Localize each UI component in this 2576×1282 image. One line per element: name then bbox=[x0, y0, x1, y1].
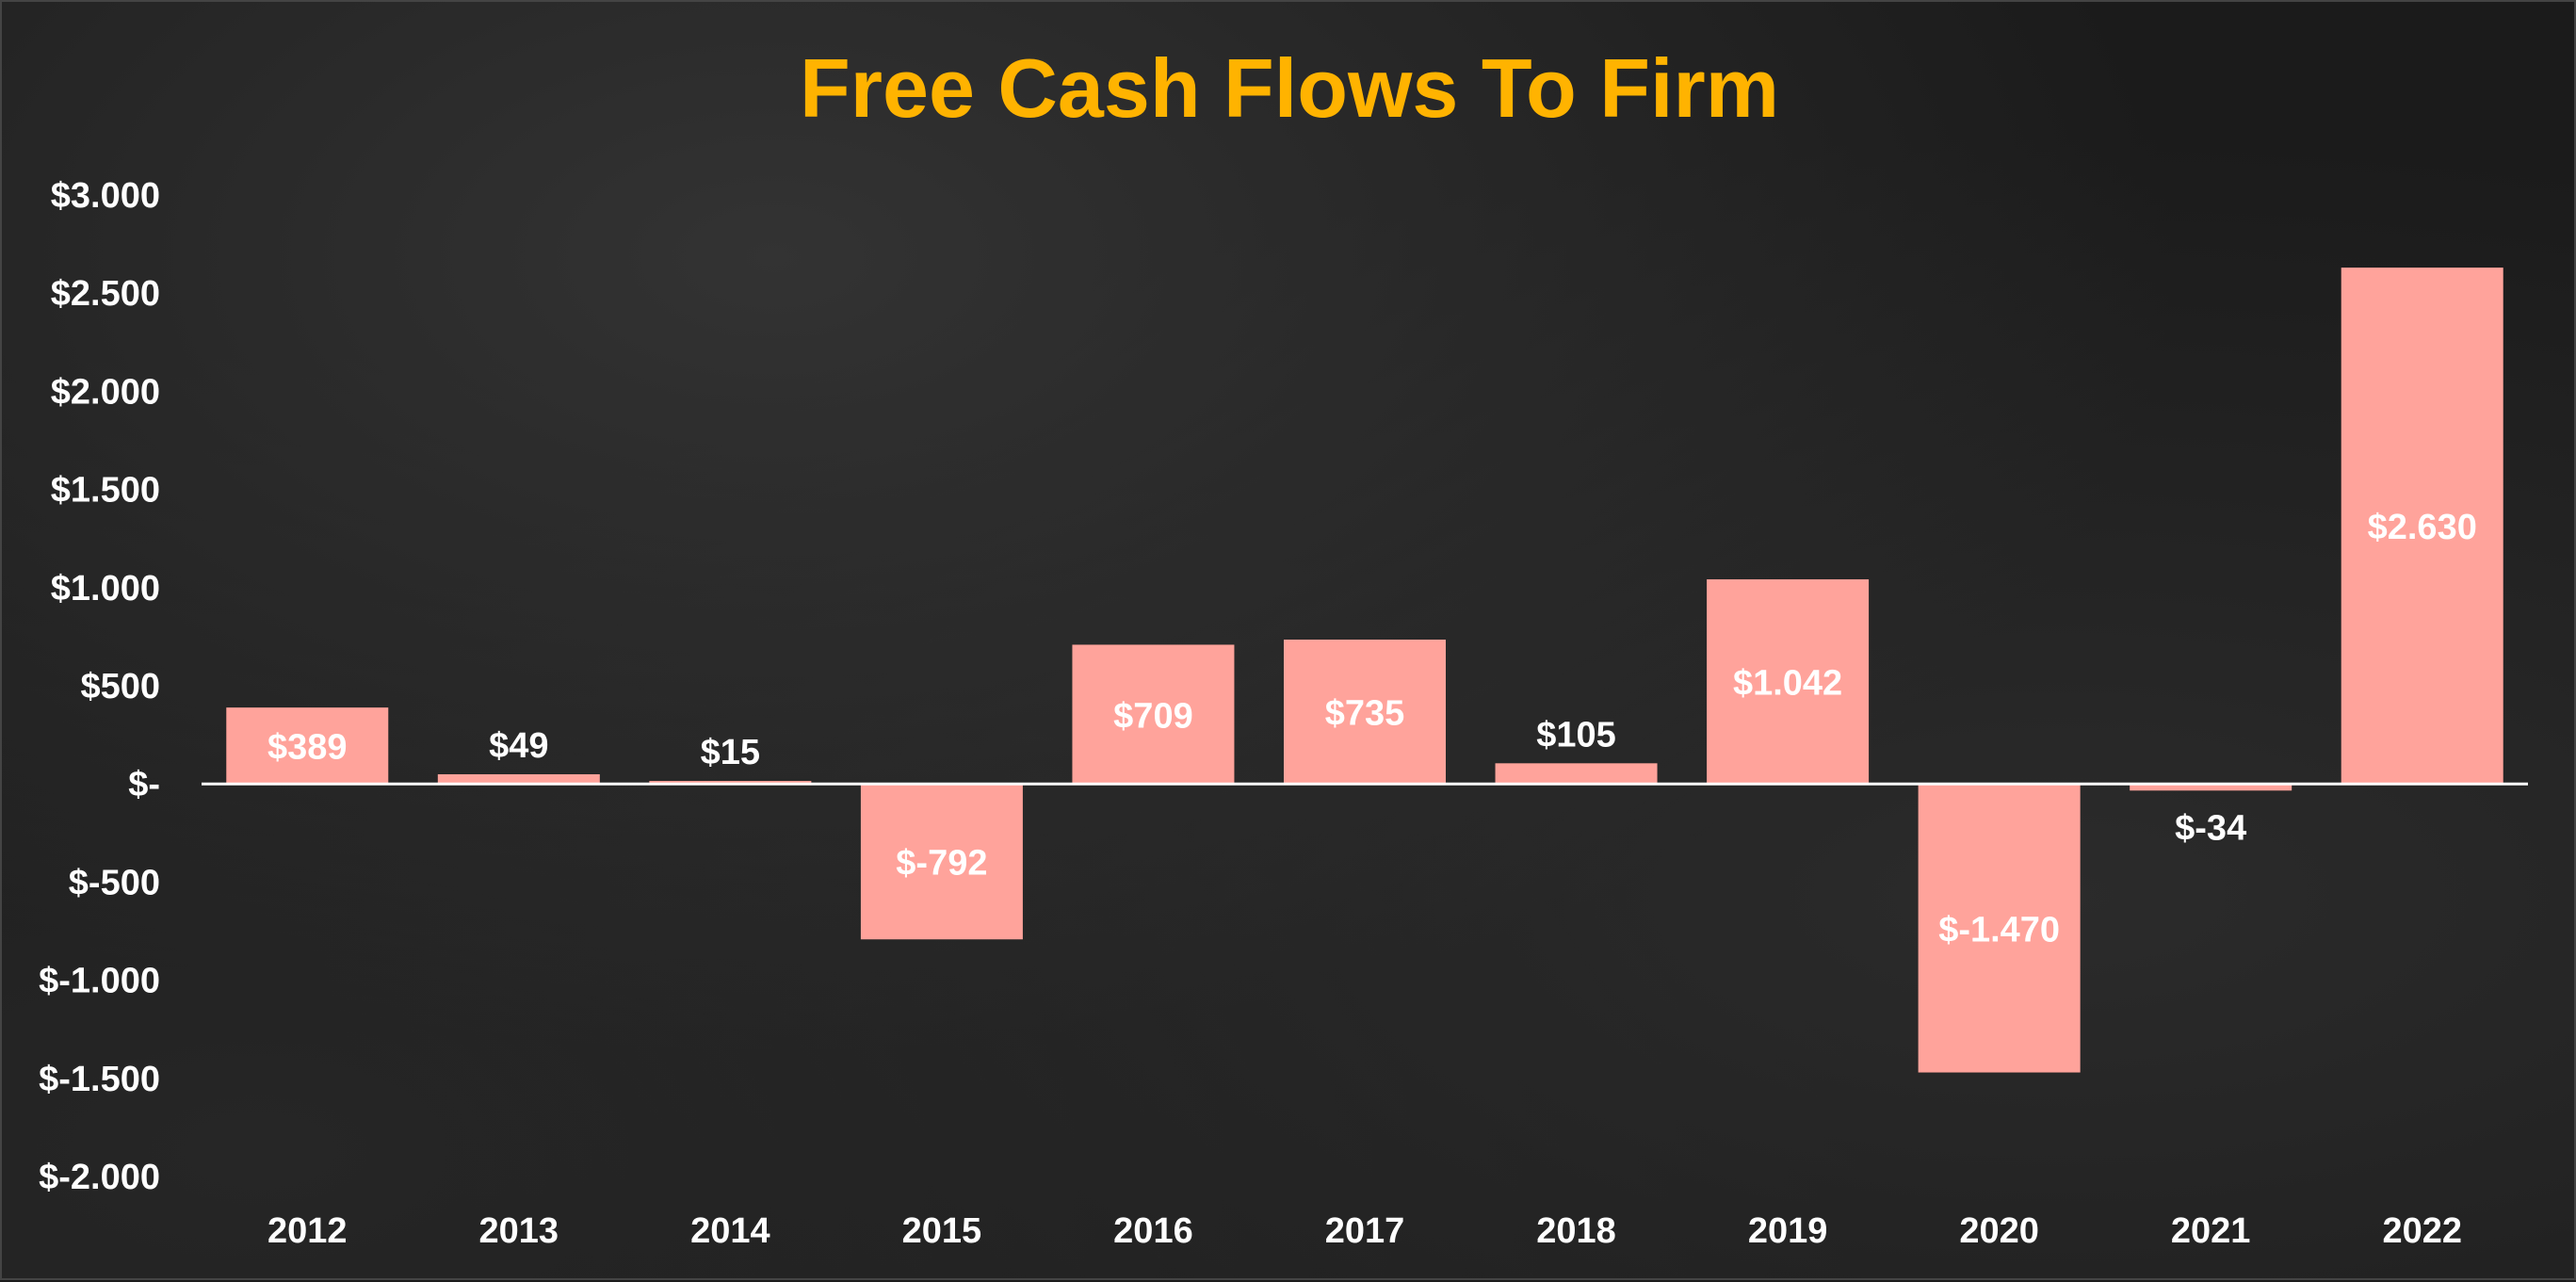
x-tick-label: 2012 bbox=[267, 1211, 348, 1251]
data-label: $735 bbox=[1325, 694, 1405, 734]
y-tick-label: $1.500 bbox=[51, 471, 160, 511]
data-label: $49 bbox=[489, 726, 548, 766]
x-tick-label: 2020 bbox=[1959, 1211, 2039, 1251]
y-tick-label: $2.000 bbox=[51, 372, 160, 412]
chart-title: Free Cash Flows To Firm bbox=[800, 41, 1779, 135]
y-tick-label: $-1.500 bbox=[39, 1060, 160, 1099]
x-tick-label: 2016 bbox=[1113, 1211, 1193, 1251]
x-tick-label: 2019 bbox=[1748, 1211, 1828, 1251]
bar-2018 bbox=[1495, 763, 1658, 785]
y-tick-label: $3.000 bbox=[51, 176, 160, 216]
x-tick-label: 2021 bbox=[2171, 1211, 2251, 1251]
data-label: $1.042 bbox=[1733, 664, 1842, 704]
y-tick-label: $1.000 bbox=[51, 569, 160, 609]
x-tick-label: 2014 bbox=[690, 1211, 770, 1251]
data-label: $15 bbox=[701, 733, 760, 772]
data-label: $-34 bbox=[2175, 808, 2246, 848]
bars bbox=[226, 268, 2503, 1073]
data-labels: $389 $49 $15 $-792 $709 $735 $105 $1.042 $-1.470… bbox=[267, 508, 2477, 949]
x-axis: 2012 2013 2014 2015 2016 2017 2018 2019 2020 2021… bbox=[267, 1211, 2462, 1251]
x-tick-label: 2013 bbox=[479, 1211, 559, 1251]
y-tick-label: $-500 bbox=[69, 863, 160, 902]
bar-2019 bbox=[1707, 579, 1870, 785]
bar-2012 bbox=[226, 707, 389, 785]
x-tick-label: 2022 bbox=[2382, 1211, 2462, 1251]
y-axis: $3.000 $2.500 $2.000 $1.500 $1.000 $500 $- $-50… bbox=[39, 176, 160, 1197]
bar-2014 bbox=[649, 781, 812, 785]
bar-2021 bbox=[2130, 784, 2292, 791]
x-tick-label: 2017 bbox=[1325, 1211, 1405, 1251]
data-label: $2.630 bbox=[2368, 508, 2477, 547]
bar-2020 bbox=[1918, 784, 2081, 1073]
x-tick-label: 2015 bbox=[902, 1211, 982, 1251]
y-tick-label: $500 bbox=[80, 667, 160, 706]
bar-2022 bbox=[2341, 268, 2503, 785]
y-tick-label: $- bbox=[128, 765, 160, 804]
y-tick-label: $-1.000 bbox=[39, 962, 160, 1001]
bar-2015 bbox=[860, 784, 1023, 940]
x-tick-label: 2018 bbox=[1536, 1211, 1616, 1251]
data-label: $-1.470 bbox=[1938, 910, 2060, 949]
bar-2013 bbox=[437, 773, 600, 785]
y-tick-label: $-2.000 bbox=[39, 1158, 160, 1197]
bar-2016 bbox=[1072, 644, 1235, 785]
data-label: $105 bbox=[1536, 715, 1616, 755]
data-label: $709 bbox=[1113, 696, 1193, 736]
y-tick-label: $2.500 bbox=[51, 274, 160, 314]
data-label: $389 bbox=[267, 728, 348, 768]
data-label: $-792 bbox=[896, 844, 987, 884]
bar-2017 bbox=[1284, 640, 1446, 785]
